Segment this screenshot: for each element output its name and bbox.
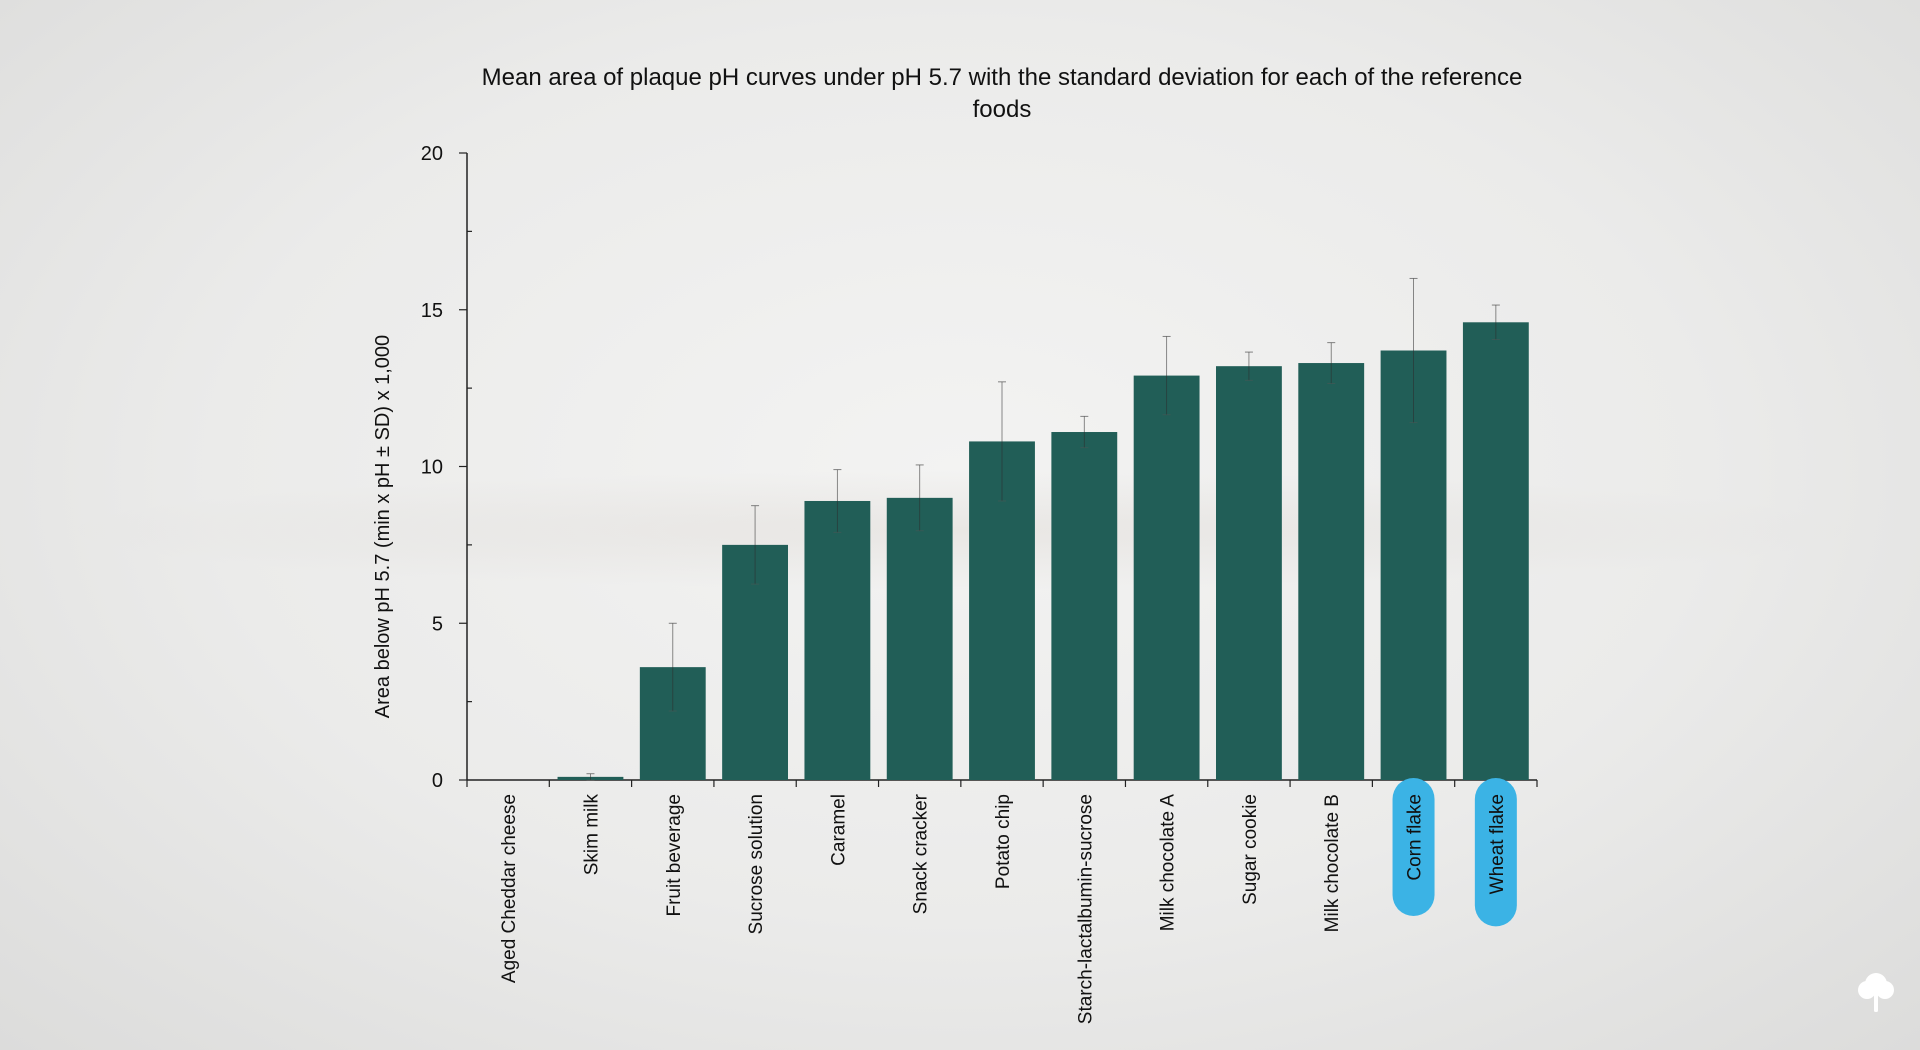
bar-milk-chocolate-b xyxy=(1298,363,1365,780)
bar-starch-lactalbumin-sucrose xyxy=(1051,432,1118,780)
y-tick-label: 5 xyxy=(432,613,443,635)
bar-series xyxy=(557,322,1529,780)
x-tick-label: Snack cracker xyxy=(911,793,932,914)
x-tick-label: Milk chocolate A xyxy=(1158,794,1179,932)
x-tick-label: Aged Cheddar cheese xyxy=(499,794,520,983)
bar-snack-cracker xyxy=(886,497,953,780)
bar-wheat-flake xyxy=(1462,322,1529,780)
y-tick-label: 20 xyxy=(421,143,443,165)
y-axis-label: Area below pH 5.7 (min x pH ± SD) x 1,00… xyxy=(372,335,394,718)
y-tick-label: 10 xyxy=(421,457,443,479)
x-tick-label: Fruit beverage xyxy=(664,794,685,917)
x-tick-label: Wheat flake xyxy=(1487,794,1508,894)
bar-sugar-cookie xyxy=(1216,366,1282,780)
y-tick-label: 15 xyxy=(421,300,443,322)
x-tick-label: Caramel xyxy=(828,794,849,866)
error-bars xyxy=(586,277,1500,781)
bar-milk-chocolate-a xyxy=(1133,375,1200,780)
y-tick-label: 0 xyxy=(432,770,443,792)
x-tick-label: Corn flake xyxy=(1405,794,1426,881)
tree-logo-icon xyxy=(1858,973,1894,1012)
x-tick-label: Starch-lactalbumin-sucrose xyxy=(1075,794,1096,1024)
highlight-pill xyxy=(1392,778,1435,916)
highlight-pill xyxy=(1474,778,1517,927)
x-tick-label: Sucrose solution xyxy=(746,794,767,934)
bar-caramel xyxy=(804,500,871,780)
chart-title: Mean area of plaque pH curves under pH 5… xyxy=(481,64,1523,123)
x-axis-labels: Aged Cheddar cheese Skim milk Fruit bevera… xyxy=(499,778,1517,1024)
x-tick-label: Milk chocolate B xyxy=(1322,794,1343,932)
x-tick-label: Skim milk xyxy=(581,794,602,876)
x-tick-label: Sugar cookie xyxy=(1240,794,1261,905)
y-axis-ticks: 0 5 10 15 20 xyxy=(421,143,472,792)
x-tick-label: Potato chip xyxy=(993,794,1014,889)
